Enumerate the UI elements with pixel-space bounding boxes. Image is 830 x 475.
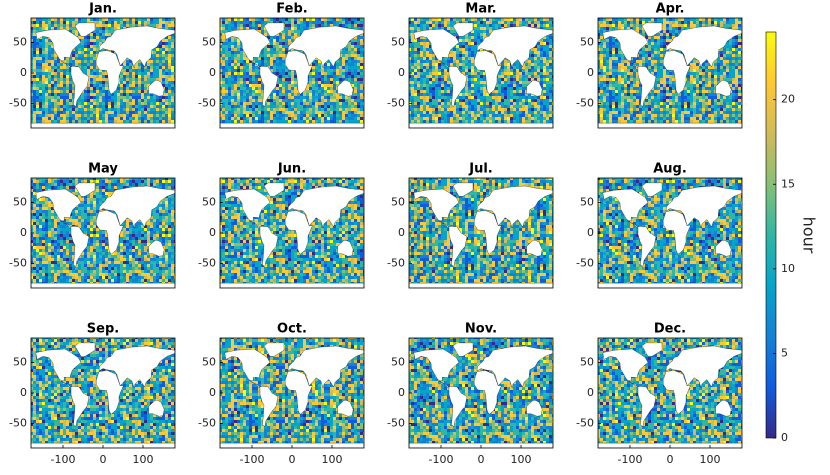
colorbar-tick-label: 20 <box>781 93 795 106</box>
y-tick-label: 50 <box>580 35 594 48</box>
y-tick-label: 0 <box>20 66 27 79</box>
colorbar-tick-label: 15 <box>781 177 795 190</box>
y-tick-label: 50 <box>13 355 27 368</box>
y-tick-label: -50 <box>9 257 27 270</box>
y-tick-label: 0 <box>587 66 594 79</box>
y-tick-label: -50 <box>576 97 594 110</box>
x-tick-label: -100 <box>429 453 454 466</box>
x-tick-label: 0 <box>478 453 485 466</box>
y-tick-label: -50 <box>9 417 27 430</box>
y-tick-label: -50 <box>576 417 594 430</box>
y-tick-label: 0 <box>209 226 216 239</box>
y-tick-label: -50 <box>198 257 216 270</box>
x-tick-label: -100 <box>618 453 643 466</box>
y-tick-label: 0 <box>587 386 594 399</box>
y-tick-label: 0 <box>20 226 27 239</box>
y-tick-label: 50 <box>391 355 405 368</box>
y-tick-label: -50 <box>198 417 216 430</box>
x-tick-label: -100 <box>240 453 265 466</box>
y-tick-label: -50 <box>387 417 405 430</box>
y-tick-label: 50 <box>580 195 594 208</box>
colorbar-tick-label: 10 <box>781 262 795 275</box>
panel-title: Dec. <box>654 322 686 337</box>
y-tick-label: 0 <box>20 386 27 399</box>
panel-title: Jul. <box>468 162 493 177</box>
panel-title: Aug. <box>653 162 687 177</box>
colorbar-tick-label: 0 <box>781 431 788 444</box>
panel-title: May <box>88 162 118 177</box>
panel-title: Nov. <box>465 322 497 337</box>
y-tick-label: 0 <box>398 226 405 239</box>
y-tick-label: 0 <box>587 226 594 239</box>
y-tick-label: 50 <box>391 35 405 48</box>
y-tick-label: 50 <box>202 195 216 208</box>
x-tick-label: 100 <box>700 453 721 466</box>
y-tick-label: 50 <box>202 35 216 48</box>
y-tick-label: 0 <box>209 386 216 399</box>
panel-title: Feb. <box>276 2 307 17</box>
x-tick-label: 0 <box>667 453 674 466</box>
y-tick-label: 50 <box>391 195 405 208</box>
y-tick-label: 0 <box>398 386 405 399</box>
y-tick-label: -50 <box>387 257 405 270</box>
panel-title: Jan. <box>88 2 117 17</box>
x-tick-label: 100 <box>322 453 343 466</box>
y-tick-label: 50 <box>13 195 27 208</box>
x-tick-label: -100 <box>51 453 76 466</box>
panel-title: Sep. <box>87 322 119 337</box>
x-tick-label: 0 <box>289 453 296 466</box>
x-tick-label: 100 <box>133 453 154 466</box>
y-tick-label: 0 <box>398 66 405 79</box>
y-tick-label: 50 <box>13 35 27 48</box>
panel-title: Apr. <box>656 2 685 17</box>
panel-title: Oct. <box>277 322 307 337</box>
colorbar <box>765 31 777 439</box>
x-tick-label: 0 <box>100 453 107 466</box>
y-tick-label: 50 <box>202 355 216 368</box>
y-tick-label: -50 <box>387 97 405 110</box>
y-tick-label: -50 <box>576 257 594 270</box>
colorbar-tick-label: 5 <box>781 346 788 359</box>
y-tick-label: -50 <box>9 97 27 110</box>
y-tick-label: -50 <box>198 97 216 110</box>
y-tick-label: 50 <box>580 355 594 368</box>
colorbar-label: hour <box>800 217 819 254</box>
panel-title: Mar. <box>465 2 496 17</box>
y-tick-label: 0 <box>209 66 216 79</box>
x-tick-label: 100 <box>511 453 532 466</box>
panel-title: Jun. <box>277 162 306 177</box>
